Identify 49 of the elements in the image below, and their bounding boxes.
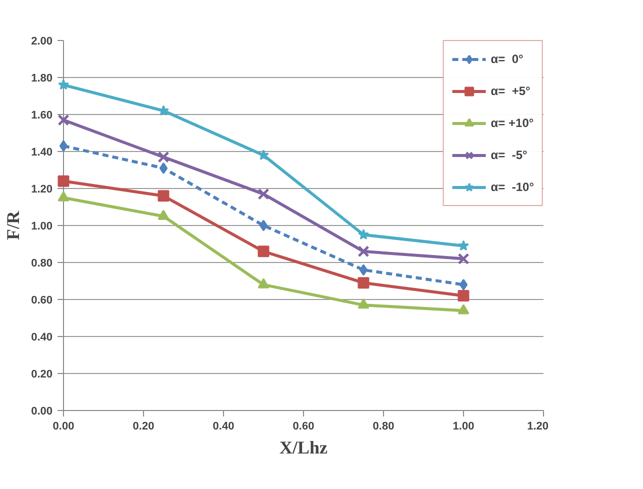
x-tick-label: 0.80 — [372, 420, 394, 432]
point — [58, 191, 70, 202]
point — [359, 264, 368, 276]
legend-label: α= 0° — [490, 52, 524, 66]
legend-label: α= -5° — [490, 148, 528, 162]
point — [258, 149, 270, 160]
point — [58, 114, 70, 126]
point — [158, 210, 170, 220]
point — [358, 277, 370, 289]
x-tick-label: 1.00 — [452, 420, 474, 432]
point — [358, 246, 370, 258]
y-tick-label: 1.20 — [31, 184, 53, 196]
point — [159, 162, 168, 174]
x-tick-label: 0.60 — [292, 420, 314, 432]
y-tick-label: 0.40 — [31, 332, 53, 344]
y-tick-label: 1.80 — [31, 72, 53, 84]
point — [358, 298, 370, 309]
point — [58, 79, 70, 90]
point — [458, 290, 470, 302]
point — [258, 188, 270, 200]
y-tick-label: 1.60 — [31, 110, 53, 122]
legend-label: α= +5° — [490, 84, 530, 98]
y-tick-label: 1.40 — [31, 146, 53, 158]
x-tick-label: 0.40 — [212, 420, 234, 432]
point — [158, 151, 170, 163]
y-tick-label: 2.00 — [31, 36, 53, 48]
point — [58, 175, 70, 187]
point — [459, 278, 468, 290]
y-axis-title: F/R — [3, 210, 24, 240]
point — [358, 229, 370, 240]
y-tick-label: 0.20 — [31, 368, 53, 380]
legend-label: α= +10° — [490, 116, 534, 130]
point — [59, 140, 68, 152]
y-tick-label: 0.60 — [31, 294, 53, 306]
point — [258, 246, 270, 258]
point — [458, 304, 470, 314]
point — [258, 278, 270, 288]
point — [259, 220, 268, 232]
x-axis-title: X/Lhz — [279, 438, 328, 458]
y-tick-label: 1.00 — [31, 220, 53, 232]
point — [458, 240, 470, 251]
x-tick-label: 0.20 — [132, 420, 154, 432]
x-tick-label: 1.20 — [527, 420, 549, 432]
y-tick-label: 0.80 — [31, 258, 53, 270]
point — [158, 190, 170, 202]
y-tick-label: 0.00 — [31, 406, 53, 418]
x-tick-label: 0.00 — [52, 420, 74, 432]
point — [458, 252, 470, 265]
legend-label: α= -10° — [490, 180, 534, 194]
